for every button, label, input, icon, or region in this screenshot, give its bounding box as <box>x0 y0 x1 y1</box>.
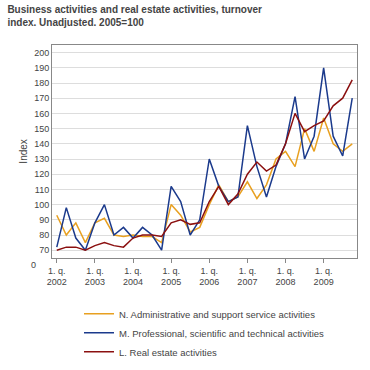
svg-text:1. q.2003: 1. q.2003 <box>85 266 105 288</box>
svg-text:1. q.2005: 1. q.2005 <box>161 266 181 288</box>
svg-text:1. q.2008: 1. q.2008 <box>276 266 296 288</box>
svg-text:1. q.2009: 1. q.2009 <box>314 266 334 288</box>
svg-text:130: 130 <box>34 154 49 164</box>
svg-text:190: 190 <box>34 63 49 73</box>
svg-text:Index: Index <box>18 139 29 163</box>
svg-text:1. q.2002: 1. q.2002 <box>47 266 67 288</box>
svg-text:N. Administrative and support: N. Administrative and support service ac… <box>119 309 315 320</box>
svg-text:110: 110 <box>35 185 49 195</box>
svg-text:70: 70 <box>39 245 49 255</box>
svg-text:90: 90 <box>39 215 49 225</box>
svg-text:L. Real estate activities: L. Real estate activities <box>119 347 217 358</box>
svg-text:100: 100 <box>34 200 49 210</box>
svg-text:140: 140 <box>34 139 49 149</box>
svg-text:Business activities and real e: Business activities and real estate acti… <box>7 4 262 28</box>
svg-text:0: 0 <box>31 260 36 270</box>
svg-text:120: 120 <box>34 169 49 179</box>
svg-text:170: 170 <box>34 93 49 103</box>
svg-text:1. q.2004: 1. q.2004 <box>123 266 143 288</box>
svg-text:1. q.2006: 1. q.2006 <box>199 266 219 288</box>
svg-text:160: 160 <box>34 109 49 119</box>
svg-text:1. q.2007: 1. q.2007 <box>237 266 257 288</box>
svg-text:200: 200 <box>34 48 49 58</box>
svg-text:80: 80 <box>39 230 49 240</box>
svg-text:M. Professional, scientific an: M. Professional, scientific and technica… <box>119 328 324 339</box>
svg-text:180: 180 <box>34 78 49 88</box>
svg-text:150: 150 <box>34 124 49 134</box>
